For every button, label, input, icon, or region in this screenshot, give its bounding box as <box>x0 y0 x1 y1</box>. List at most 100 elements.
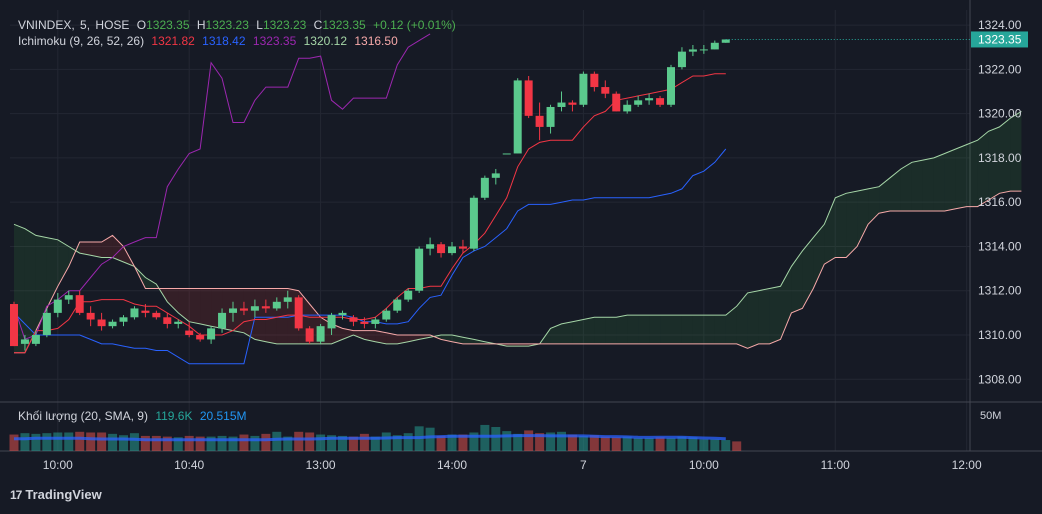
ichimoku-base-value: 1318.42 <box>202 34 246 48</box>
ichimoku-lead-b-value: 1316.50 <box>354 34 398 48</box>
time-tick-label: 11:00 <box>821 458 850 472</box>
volume-bar <box>64 432 74 451</box>
volume-bar <box>316 434 326 451</box>
candle-body <box>590 73 599 88</box>
candle-body <box>108 321 117 327</box>
price-tick-label: 1320.00 <box>978 107 1022 121</box>
volume-bar <box>272 431 282 451</box>
cloud-segment <box>561 321 573 344</box>
cloud-segment <box>462 337 474 344</box>
cloud-segment <box>375 330 387 344</box>
candle-body <box>229 308 237 313</box>
cloud-segment <box>200 288 212 327</box>
time-tick-label: 10:40 <box>174 458 204 472</box>
candle-body <box>393 299 402 311</box>
ichimoku-legend[interactable]: Ichimoku (9, 26, 52, 26) 1321.82 1318.42… <box>18 33 402 49</box>
cloud-segment <box>966 140 978 207</box>
volume-bar <box>524 430 534 451</box>
time-tick-label: 14:00 <box>437 458 467 472</box>
volume-bar <box>151 435 161 451</box>
candle-body <box>185 330 194 336</box>
volume-bar <box>348 436 358 451</box>
candle-body <box>404 290 413 300</box>
candle-body <box>360 321 369 324</box>
candle-body <box>601 87 610 94</box>
price-tick-label: 1314.00 <box>978 239 1022 253</box>
symbol-legend: VNINDEX, 5, HOSE O1323.35 H1323.23 L1323… <box>18 18 456 32</box>
low-label: L <box>256 18 263 32</box>
ichimoku-lagging-value: 1323.35 <box>252 34 297 48</box>
volume-bar <box>622 436 632 451</box>
candle-body <box>568 102 577 105</box>
low-value: 1323.23 <box>262 18 307 32</box>
volume-bar <box>469 432 479 451</box>
cloud-segment <box>419 335 431 340</box>
cloud-segment <box>90 242 102 258</box>
cloud-segment <box>879 177 890 214</box>
base-line <box>13 148 727 365</box>
leading-span-a-line <box>13 110 1022 347</box>
cloud-segment <box>397 335 409 344</box>
time-tick-label: 10:00 <box>43 458 73 472</box>
cloud-segment <box>57 239 69 287</box>
candle-body <box>53 299 62 313</box>
cloud-segment <box>441 335 452 342</box>
candle-body <box>163 317 172 324</box>
candle-body <box>349 317 358 322</box>
ichimoku-lead-a-value: 1320.12 <box>303 34 348 48</box>
tradingview-logo-icon: 17 <box>10 487 22 502</box>
cloud-segment <box>638 315 650 344</box>
candle-body <box>524 80 533 116</box>
ichimoku-label: Ichimoku (9, 26, 52, 26) <box>18 34 145 48</box>
cloud-segment <box>999 118 1011 194</box>
high-value: 1323.23 <box>205 18 249 32</box>
price-tick-label: 1324.00 <box>978 18 1022 32</box>
volume-bar <box>732 441 742 451</box>
cloud-segment <box>835 193 847 258</box>
cloud-segment <box>747 290 759 349</box>
candle-body <box>491 173 500 178</box>
volume-bar <box>261 433 271 451</box>
candle-body <box>677 51 686 68</box>
time-tick-label: 13:00 <box>306 458 336 472</box>
volume-bar <box>294 431 304 451</box>
volume-bar <box>655 437 665 451</box>
candle-body <box>283 297 292 302</box>
volume-legend[interactable]: Khối lượng (20, SMA, 9) 119.6K 20.515M <box>18 408 251 424</box>
volume-bar <box>20 433 30 451</box>
cloud-segment <box>473 339 485 344</box>
candlesticks <box>10 39 730 351</box>
cloud-segment <box>922 157 934 212</box>
cloud-segment <box>616 315 628 344</box>
cloud-segment <box>550 323 562 344</box>
symbol-name[interactable]: VNINDEX <box>18 18 72 32</box>
candle-body <box>710 42 719 50</box>
volume-bar <box>578 435 588 451</box>
close-label: C <box>313 18 323 32</box>
time-tick-label: 7 <box>580 458 587 472</box>
cloud-segment <box>506 343 518 347</box>
candle-body <box>31 335 40 344</box>
candle-body <box>458 246 467 249</box>
volume-label: Khối lượng (20, SMA, 9) <box>18 409 148 423</box>
cloud-segment <box>681 315 693 344</box>
price-tick-label: 1308.00 <box>978 372 1022 386</box>
candle-body <box>513 80 522 154</box>
volume-bar <box>129 433 139 451</box>
volume-bar <box>611 437 621 451</box>
cloud-segment <box>627 315 639 344</box>
grid-lines <box>0 0 1042 452</box>
cloud-segment <box>408 335 420 342</box>
candle-body <box>480 177 489 198</box>
change-value: +0.12 (+0.01%) <box>373 18 456 32</box>
tradingview-brand[interactable]: 17 TradingView <box>10 487 102 502</box>
volume-bar <box>480 424 490 451</box>
price-tick-label: 1322.00 <box>978 62 1022 76</box>
cloud-segment <box>671 315 682 344</box>
volume-bar <box>589 435 599 451</box>
candle-body <box>250 306 259 311</box>
cloud-segment <box>386 332 398 344</box>
brand-name: TradingView <box>25 487 102 502</box>
volume-bar <box>195 436 205 451</box>
